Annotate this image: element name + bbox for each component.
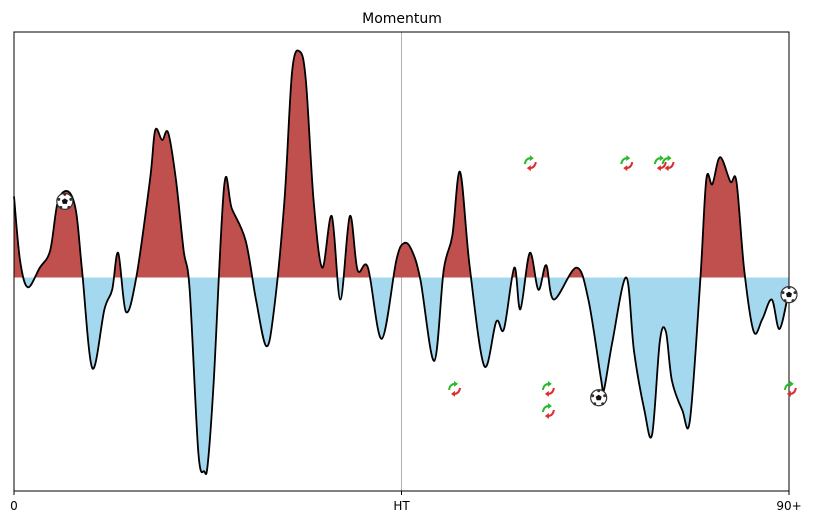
sub-in-head <box>547 380 552 387</box>
substitution-icon <box>661 155 675 172</box>
goal-icon <box>590 389 608 407</box>
substitution-icon <box>653 155 667 172</box>
momentum-line <box>13 49 790 476</box>
substitution-icon <box>783 380 797 397</box>
goal-ball-dot <box>597 389 601 393</box>
x-tick-label: HT <box>393 499 410 513</box>
goal-ball-patch <box>61 198 68 204</box>
sub-in-head <box>659 155 664 162</box>
sub-in-head <box>547 403 552 409</box>
sub-in-head <box>454 380 459 387</box>
goal-ball-dot <box>783 299 787 303</box>
sub-out-head <box>664 165 669 172</box>
goal-icon <box>780 286 798 304</box>
x-tick-label: 90+ <box>776 499 801 513</box>
goal-ball-dot <box>791 299 795 303</box>
substitution-icon <box>523 155 537 172</box>
sub-out-head <box>786 390 791 397</box>
sub-out-head <box>526 165 531 172</box>
sub-in-head <box>626 155 631 162</box>
substitution-icon <box>541 380 555 397</box>
goal-ball-patch <box>786 291 792 298</box>
goal-ball-dot <box>593 402 597 406</box>
sub-out-head <box>451 390 456 397</box>
goal-ball-dot <box>69 197 73 201</box>
goal-ball-dot <box>67 205 71 209</box>
goal-ball-dot <box>603 394 607 398</box>
substitution-icon <box>448 380 462 397</box>
positive-area <box>14 50 746 278</box>
negative-area <box>14 277 789 475</box>
sub-out-head <box>623 165 628 172</box>
sub-out-head <box>544 390 549 397</box>
goal-ball-dot <box>781 291 785 295</box>
goal-icon <box>56 192 74 210</box>
goal-ball-dot <box>591 394 595 398</box>
sub-in-head <box>789 380 794 387</box>
goal-ball-dot <box>63 192 67 196</box>
goal-ball-dot <box>57 197 61 201</box>
goal-ball-dot <box>787 286 791 290</box>
sub-out-head <box>544 413 549 419</box>
sub-out-head <box>656 165 661 172</box>
chart-title: Momentum <box>362 11 442 27</box>
sub-in-head <box>529 155 534 162</box>
goal-ball-dot <box>793 291 797 295</box>
goal-ball-dot <box>601 402 605 406</box>
substitution-icon <box>541 403 555 419</box>
substitution-icon <box>620 155 634 172</box>
sub-in-head <box>667 155 672 162</box>
x-tick-label: 0 <box>10 499 18 513</box>
goal-ball-dot <box>59 205 63 209</box>
goal-ball-patch <box>595 394 602 401</box>
